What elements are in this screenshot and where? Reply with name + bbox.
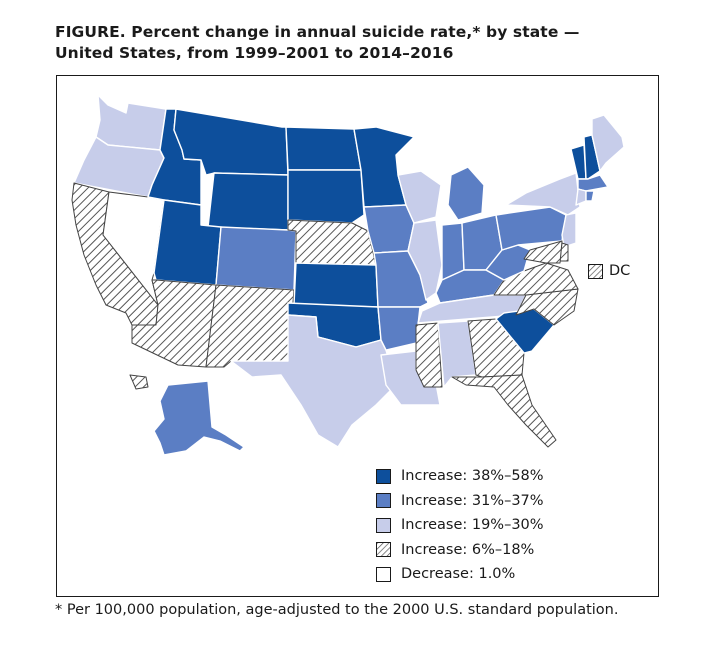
state-al [437,320,477,388]
dc-label-text: DC [609,263,631,279]
legend-item-increase-31-37: Increase: 31%–37% [376,489,544,514]
state-co [215,226,297,291]
dc-label: DC [588,263,630,279]
legend-label-increase-19-30: Increase: 19%–30% [401,517,544,534]
legend-item-increase-6-18: Increase: 6%–18% [376,538,544,563]
legend-swatch-increase-31-37 [376,493,391,509]
legend-item-increase-19-30: Increase: 19%–30% [376,513,544,538]
figure-title-line-2: United States, from 1999–2001 to 2014–20… [55,44,454,62]
footnote: * Per 100,000 population, age-adjusted t… [55,602,619,618]
legend-label-increase-38-58: Increase: 38%–58% [401,468,544,485]
figure-title-line-1: FIGURE. Percent change in annual suicide… [55,23,580,41]
state-mi [447,166,485,221]
state-hi [129,374,149,390]
state-nd [285,126,362,171]
state-ne [287,219,377,266]
state-wy [207,172,289,231]
legend-swatch-increase-6-18 [376,542,391,558]
state-me [591,114,625,172]
state-ri [585,190,595,202]
legend-label-increase-31-37: Increase: 31%–37% [401,492,544,509]
state-ia [363,204,415,254]
state-nh [583,134,601,180]
state-ct [575,188,587,206]
state-wi [397,170,442,224]
state-tx [230,314,397,448]
legend-label-decrease: Decrease: 1.0% [401,566,516,583]
state-ks [293,262,379,308]
legend-swatch-increase-38-58 [376,468,391,484]
state-mt [173,108,289,176]
figure-title: FIGURE. Percent change in annual suicide… [55,22,695,64]
state-il [407,219,443,301]
legend-item-decrease: Decrease: 1.0% [376,562,544,587]
us-state-map [71,94,625,456]
state-ms [415,322,443,388]
dc-hatch-swatch [588,263,603,279]
state-sd [287,169,365,224]
state-nm [205,284,295,368]
state-ar [377,306,421,351]
legend-swatch-decrease [376,566,391,582]
state-fl [451,374,557,448]
legend-item-increase-38-58: Increase: 38%–58% [376,464,544,489]
map-frame [56,75,659,597]
state-nj [561,212,577,248]
legend-label-increase-6-18: Increase: 6%–18% [401,541,535,558]
legend-swatch-increase-19-30 [376,517,391,533]
map-legend: Increase: 38%–58% Increase: 31%–37% Incr… [376,464,544,587]
state-md [523,240,563,264]
state-wa [95,94,167,151]
state-ak [153,380,245,456]
